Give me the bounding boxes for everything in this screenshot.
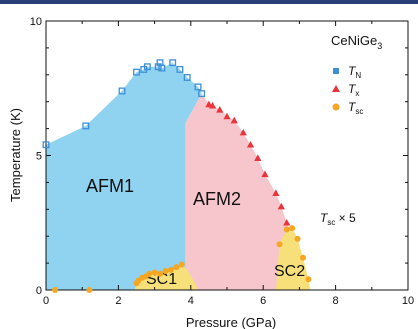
chart-title-subscript: 3 — [377, 41, 382, 51]
tsc-scale-annotation: Tsc × 5 — [320, 211, 356, 227]
tn-marker — [169, 59, 177, 67]
tsc-marker — [151, 269, 158, 276]
afm1-region — [46, 62, 202, 291]
tsc-marker — [289, 225, 296, 232]
y-axis-label: Temperature (K) — [8, 108, 23, 202]
legend-sub: sc — [355, 107, 363, 116]
annotation-sub: sc — [327, 218, 335, 227]
tx-marker — [246, 140, 255, 148]
legend: TN Tx Tsc — [332, 64, 363, 116]
tn-marker — [183, 74, 191, 81]
chart-title-main: CeNiGe — [331, 33, 377, 48]
x-tick-label: 2 — [115, 295, 121, 307]
sc2-region — [275, 228, 311, 290]
tx-marker — [230, 116, 238, 124]
x-axis-label: Pressure (GPa) — [186, 315, 276, 329]
tn-marker — [154, 63, 162, 71]
x-tick-label: 10 — [402, 295, 414, 307]
legend-text: T — [348, 100, 357, 114]
afm1-label: AFM1 — [86, 176, 134, 196]
tsc-marker — [300, 254, 307, 261]
annotation-suffix: × 5 — [335, 211, 356, 225]
tx-marker — [254, 154, 262, 161]
tsc-marker — [294, 235, 301, 242]
legend-entry-tsc: Tsc — [348, 100, 363, 116]
annotation-text: T — [320, 211, 329, 225]
tn-marker — [194, 83, 202, 91]
tx-marker — [223, 112, 231, 120]
tn-marker — [158, 64, 166, 72]
legend-text: T — [348, 82, 357, 96]
legend-entry-tn: TN — [348, 64, 361, 80]
x-tick-label: 4 — [188, 295, 194, 307]
tsc-marker — [305, 276, 312, 283]
legend-entry-tx: Tx — [348, 82, 359, 98]
x-tick-label: 6 — [260, 295, 266, 307]
legend-text: T — [348, 64, 357, 78]
tick-marks — [45, 20, 409, 291]
y-tick-labels: 0 5 10 — [30, 16, 42, 297]
y-tick-label: 10 — [30, 16, 42, 28]
tsc-marker — [283, 226, 290, 233]
legend-sub: x — [355, 89, 359, 98]
tx-marker — [283, 218, 291, 226]
y-tick-label: 0 — [36, 285, 42, 297]
tsc-marker — [162, 268, 169, 275]
tsc-marker — [86, 287, 93, 293]
tx-marker — [277, 202, 285, 210]
tx-marker — [239, 128, 247, 136]
tn-marker — [118, 87, 126, 95]
tn-marker — [176, 65, 184, 73]
sc1-region — [134, 264, 198, 290]
data-markers — [42, 59, 312, 293]
afm2-label: AFM2 — [193, 189, 241, 209]
sc2-label: SC2 — [274, 263, 305, 280]
tsc-marker — [52, 287, 59, 293]
tsc-marker — [276, 241, 283, 248]
tsc-marker — [167, 266, 174, 273]
legend-sub: N — [355, 71, 361, 80]
legend-marker-tx-icon — [332, 85, 340, 92]
tn-marker — [143, 63, 151, 71]
tx-marker — [272, 189, 280, 196]
tx-marker — [208, 101, 217, 109]
legend-marker-tsc-icon — [332, 103, 340, 111]
tn-marker — [133, 68, 140, 76]
x-tick-label: 8 — [333, 295, 339, 307]
top-rule — [0, 0, 418, 4]
chart-title: CeNiGe3 — [331, 33, 382, 51]
tn-marker — [82, 122, 90, 130]
tsc-marker — [173, 264, 180, 271]
y-tick-label: 5 — [36, 151, 42, 163]
tsc-marker — [146, 270, 153, 277]
tsc-marker — [178, 261, 185, 268]
tsc-marker — [157, 270, 164, 277]
tn-marker — [198, 90, 206, 98]
tn-marker — [42, 141, 50, 149]
tx-marker — [261, 170, 269, 178]
x-tick-labels: 0 2 4 6 8 10 — [43, 295, 414, 307]
tx-marker — [216, 105, 224, 113]
legend-marker-tn-icon — [333, 68, 339, 74]
afm2-region — [185, 93, 298, 290]
x-tick-label: 0 — [43, 295, 49, 307]
